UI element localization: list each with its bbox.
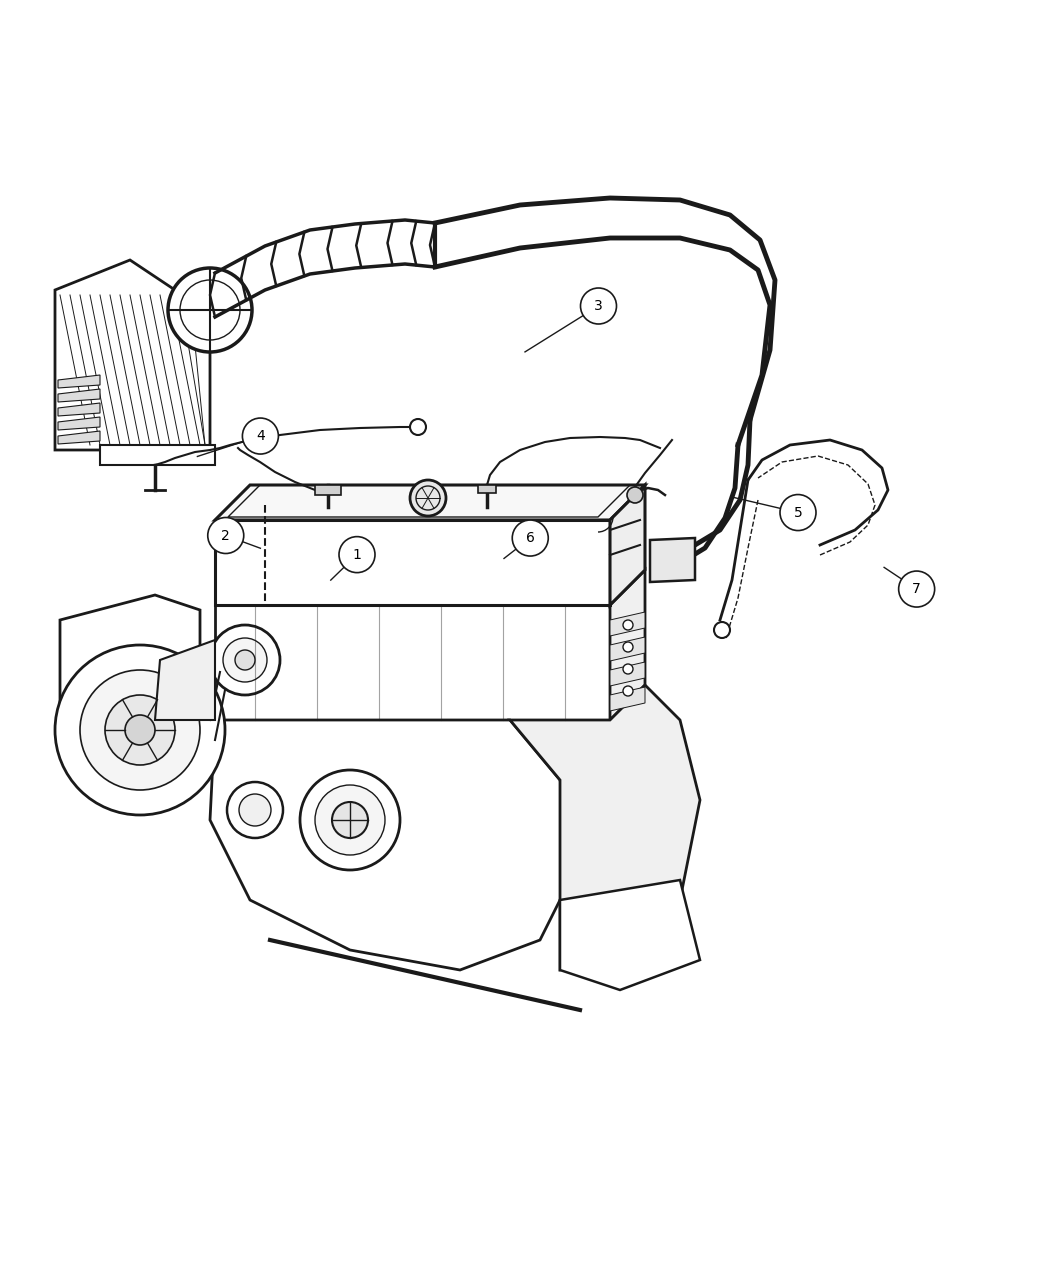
Text: 3: 3: [594, 300, 603, 312]
Circle shape: [125, 715, 155, 745]
Circle shape: [339, 537, 375, 572]
Circle shape: [623, 664, 633, 674]
Polygon shape: [58, 375, 100, 388]
Circle shape: [410, 419, 426, 435]
Polygon shape: [510, 685, 700, 970]
Text: 7: 7: [912, 583, 921, 595]
Polygon shape: [60, 595, 200, 720]
Circle shape: [623, 620, 633, 630]
Polygon shape: [650, 538, 695, 581]
Circle shape: [332, 802, 368, 838]
Circle shape: [168, 268, 252, 352]
Circle shape: [623, 686, 633, 696]
Polygon shape: [655, 544, 680, 564]
Circle shape: [55, 645, 225, 815]
Polygon shape: [610, 612, 645, 636]
Polygon shape: [155, 640, 215, 720]
Circle shape: [714, 622, 730, 638]
Circle shape: [512, 520, 548, 556]
Polygon shape: [560, 880, 700, 989]
Circle shape: [235, 650, 255, 669]
Circle shape: [105, 695, 175, 765]
Polygon shape: [610, 638, 645, 660]
Circle shape: [210, 625, 280, 695]
Text: 5: 5: [794, 506, 802, 519]
Text: 2: 2: [222, 529, 230, 542]
Polygon shape: [610, 484, 645, 606]
Polygon shape: [215, 484, 645, 520]
Polygon shape: [58, 389, 100, 402]
Polygon shape: [315, 484, 341, 495]
Circle shape: [581, 288, 616, 324]
Polygon shape: [478, 484, 496, 493]
Polygon shape: [610, 570, 645, 720]
Circle shape: [627, 487, 643, 504]
Circle shape: [80, 669, 200, 790]
Polygon shape: [55, 260, 210, 450]
Circle shape: [243, 418, 278, 454]
Polygon shape: [610, 662, 645, 686]
Polygon shape: [58, 417, 100, 430]
Text: 4: 4: [256, 430, 265, 442]
Circle shape: [223, 638, 267, 682]
Polygon shape: [215, 520, 610, 606]
Polygon shape: [610, 687, 645, 711]
Polygon shape: [210, 720, 580, 970]
Circle shape: [410, 479, 446, 516]
Circle shape: [208, 518, 244, 553]
Circle shape: [315, 785, 385, 856]
Circle shape: [227, 782, 284, 838]
Text: 1: 1: [353, 548, 361, 561]
Polygon shape: [58, 431, 100, 444]
Text: 6: 6: [526, 532, 534, 544]
Polygon shape: [58, 403, 100, 416]
Circle shape: [899, 571, 934, 607]
Circle shape: [623, 643, 633, 652]
Polygon shape: [100, 445, 215, 465]
Polygon shape: [215, 606, 610, 720]
Circle shape: [239, 794, 271, 826]
Circle shape: [300, 770, 400, 870]
Circle shape: [780, 495, 816, 530]
